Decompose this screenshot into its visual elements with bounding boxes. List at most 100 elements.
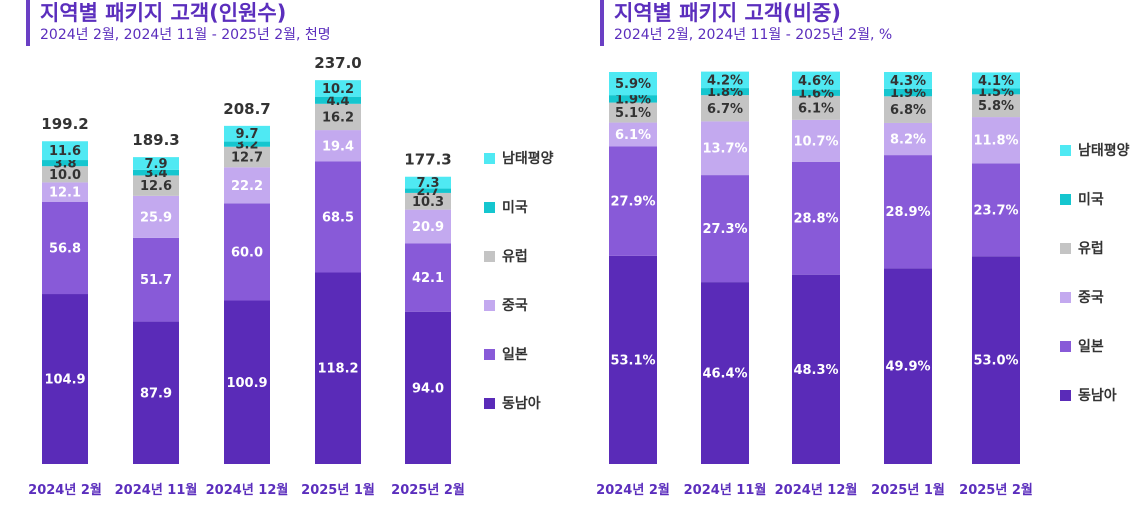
bar-segment: [884, 96, 932, 123]
data-label: 4.1%: [978, 74, 1014, 89]
chart-header: 지역별 패키지 고객(인원수) 2024년 2월, 2024년 11월 - 20…: [26, 0, 331, 46]
data-label: 4.4: [326, 94, 349, 109]
bar-segment: [972, 94, 1020, 118]
bar-segment: [609, 72, 657, 96]
data-label: 25.9: [140, 210, 172, 225]
bar-segment: [315, 161, 361, 273]
data-label: 100.9: [226, 376, 267, 391]
bar-segment: [792, 274, 840, 464]
data-label: 22.2: [231, 179, 263, 194]
data-label: 6.8%: [890, 103, 926, 118]
bar-segment: [42, 141, 88, 161]
data-label: 12.7: [231, 151, 263, 166]
stacked-bar-chart-count: 104.9 56.8 12.1 10.03.811.6 199.2 2024년 2월 87.…: [28, 54, 465, 498]
legend-label: 중국: [1078, 290, 1104, 306]
bar-segment: [884, 155, 932, 269]
bar-segment: [224, 125, 270, 142]
bar-segment: [701, 95, 749, 122]
data-label: 51.7: [140, 273, 172, 288]
chart-subtitle: 2024년 2월, 2024년 11월 - 2025년 2월, 천명: [40, 27, 331, 43]
legend-item: 일본: [1060, 336, 1104, 356]
bar-segment: [133, 195, 179, 238]
bar-segment: [315, 96, 361, 104]
data-label: 87.9: [140, 386, 172, 401]
bar-segment: [701, 71, 749, 89]
data-label: 6.1%: [615, 128, 651, 143]
bar-segment: [972, 117, 1020, 164]
bar-segment: [792, 119, 840, 162]
legend-swatch: [1060, 340, 1071, 352]
data-label: 1.9%: [890, 86, 926, 101]
data-label: 28.9%: [885, 205, 930, 220]
legend-swatch: [484, 397, 495, 409]
data-label: 7.9: [144, 157, 167, 172]
data-label: 1.6%: [798, 86, 834, 101]
data-label: 118.2: [317, 362, 358, 377]
bar-segment: [133, 237, 179, 322]
category-label: 2024년 2월: [28, 482, 102, 498]
bar-segment: [315, 130, 361, 162]
bar-segment: [972, 163, 1020, 257]
bar-segment: [609, 255, 657, 464]
category-label: 2025년 1월: [301, 482, 375, 498]
legend-swatch: [1060, 389, 1071, 401]
legend-item: 일본: [484, 344, 528, 364]
bar-segment: [884, 122, 932, 156]
bar-segment: [224, 167, 270, 204]
legend-label: 유럽: [1078, 241, 1104, 257]
bar-segment: [42, 294, 88, 464]
category-label: 2024년 12월: [775, 482, 858, 498]
legend-item: 동남아: [1060, 385, 1117, 405]
bar-segment: [972, 256, 1020, 464]
category-label: 2024년 12월: [206, 482, 289, 498]
bar-segment: [792, 71, 840, 90]
data-label: 10.3: [412, 195, 444, 210]
data-label: 16.2: [322, 110, 354, 125]
legend-swatch: [1060, 193, 1071, 205]
bar-segment: [405, 176, 451, 189]
chart-title: 지역별 패키지 고객(인원수): [40, 1, 287, 25]
legend-label: 중국: [502, 298, 528, 314]
category-label: 2025년 2월: [391, 482, 465, 498]
total-label: 189.3: [132, 131, 179, 149]
legend-item: 동남아: [484, 393, 541, 413]
data-label: 23.7%: [973, 203, 1018, 218]
data-label: 1.5%: [978, 85, 1014, 100]
data-label: 4.3%: [890, 74, 926, 89]
data-label: 46.4%: [702, 367, 747, 382]
bar-segment: [405, 209, 451, 244]
data-label: 7.3: [416, 176, 439, 191]
data-label: 56.8: [49, 242, 81, 257]
legend-item: 중국: [484, 295, 528, 315]
bar-segment: [792, 89, 840, 96]
chart-panel-share: 지역별 패키지 고객(비중) 2024년 2월, 2024년 11월 - 202…: [574, 0, 1148, 531]
data-label: 11.6: [49, 144, 81, 159]
bar-segment: [315, 103, 361, 131]
total-label: 208.7: [223, 100, 270, 118]
data-label: 104.9: [44, 373, 85, 388]
data-label: 9.7: [235, 127, 258, 142]
bar-segment: [792, 95, 840, 120]
legend-label: 남태평양: [502, 151, 554, 167]
bar-segment: [701, 175, 749, 283]
legend-item: 미국: [1060, 189, 1104, 209]
bar-segment: [224, 146, 270, 168]
legend-swatch: [484, 299, 495, 311]
bar-segment: [42, 160, 88, 167]
stacked-bar-chart-share: 53.1%27.9%6.1%5.1%1.9%5.9%2024년 2월46.4%2…: [596, 71, 1033, 498]
bar-segment: [224, 300, 270, 464]
data-label: 5.9%: [615, 77, 651, 92]
bar-segment: [701, 88, 749, 96]
legend-item: 남태평양: [1060, 140, 1130, 160]
bar-segment: [884, 88, 932, 97]
bar-segment: [42, 182, 88, 203]
chart-title: 지역별 패키지 고객(비중): [614, 1, 842, 25]
data-label: 94.0: [412, 381, 444, 396]
bar-segment: [701, 121, 749, 176]
data-label: 27.3%: [702, 222, 747, 237]
bar-segment: [609, 102, 657, 123]
bar-segment: [972, 88, 1020, 95]
data-label: 10.2: [322, 82, 354, 97]
legend-label: 일본: [502, 347, 528, 363]
bar-segment: [133, 175, 179, 196]
